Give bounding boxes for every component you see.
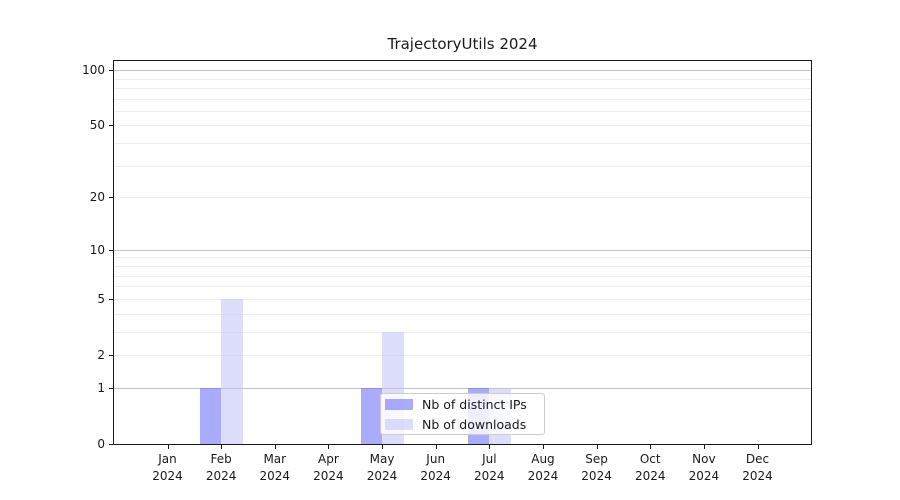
y-tick-label: 10	[89, 242, 105, 257]
x-tick-label: Dec 2024	[742, 452, 773, 483]
x-tick-label: Jul 2024	[474, 452, 505, 483]
x-tick-label: May 2024	[366, 452, 398, 483]
x-tick-mark	[757, 445, 759, 449]
chart-title: TrajectoryUtils 2024	[387, 35, 538, 53]
x-tick-mark	[703, 445, 705, 449]
minor-gridline	[114, 331, 811, 333]
minor-gridline	[114, 313, 811, 315]
x-tick-mark	[382, 445, 384, 449]
y-tick-mark	[109, 298, 114, 300]
y-tick-mark	[109, 354, 114, 356]
legend-item-downloads: Nb of downloads	[385, 417, 538, 432]
x-tick-label: Nov 2024	[688, 452, 720, 483]
x-tick-mark	[650, 445, 652, 449]
x-tick-label: Apr 2024	[313, 452, 344, 483]
x-tick-mark	[274, 445, 276, 449]
y-tick-mark	[109, 197, 114, 199]
bar-downloads-feb-2024	[221, 298, 243, 444]
major-gridline	[114, 70, 811, 72]
minor-gridline	[114, 78, 811, 80]
y-tick-label: 0	[97, 437, 105, 451]
y-tick-label: 50	[89, 118, 105, 133]
x-tick-label: Feb 2024	[205, 452, 237, 483]
legend-label-distinct-ips: Nb of distinct IPs	[422, 396, 527, 412]
major-gridline	[114, 249, 811, 251]
minor-gridline	[114, 110, 811, 112]
x-tick-label: Jan 2024	[152, 452, 183, 483]
legend-item-distinct-ips: Nb of distinct IPs	[385, 397, 538, 412]
minor-gridline	[114, 98, 811, 100]
x-tick-label: Oct 2024	[634, 452, 666, 483]
x-tick-mark	[542, 445, 544, 449]
bar-distinct-ips-may-2024	[360, 387, 383, 444]
minor-gridline	[114, 354, 811, 356]
minor-gridline	[114, 197, 811, 199]
y-tick-label: 20	[89, 190, 105, 205]
minor-gridline	[114, 265, 811, 267]
y-tick-mark	[109, 125, 114, 127]
y-tick-mark	[109, 70, 114, 72]
minor-gridline	[114, 165, 811, 167]
legend: Nb of distinct IPs Nb of downloads	[380, 393, 545, 435]
legend-swatch-distinct-ips	[385, 398, 413, 410]
y-tick-label: 5	[97, 291, 105, 306]
x-tick-mark	[328, 445, 330, 449]
x-tick-label: Jun 2024	[420, 452, 451, 483]
x-tick-label: Sep 2024	[581, 452, 612, 483]
major-gridline	[114, 387, 811, 389]
x-tick-mark	[221, 445, 223, 449]
x-tick-mark	[596, 445, 598, 449]
bar-distinct-ips-feb-2024	[199, 387, 222, 444]
minor-gridline	[114, 298, 811, 300]
y-tick-mark	[109, 387, 114, 389]
x-tick-mark	[167, 445, 169, 449]
y-tick-label: 1	[97, 380, 105, 395]
minor-gridline	[114, 87, 811, 89]
minor-gridline	[114, 286, 811, 288]
y-tick-label: 2	[97, 347, 105, 362]
y-tick-mark	[109, 249, 114, 251]
minor-gridline	[114, 143, 811, 145]
x-tick-label: Mar 2024	[259, 452, 291, 483]
x-tick-mark	[489, 445, 491, 449]
y-tick-label: 100	[82, 63, 105, 78]
plot-area: Nb of distinct IPs Nb of downloads	[113, 60, 812, 445]
x-tick-mark	[435, 445, 437, 449]
minor-gridline	[114, 275, 811, 277]
y-tick-mark	[109, 444, 114, 445]
x-tick-label: Aug 2024	[527, 452, 559, 483]
legend-swatch-downloads	[385, 418, 413, 430]
legend-label-downloads: Nb of downloads	[422, 416, 527, 432]
minor-gridline	[114, 257, 811, 259]
minor-gridline	[114, 125, 811, 127]
